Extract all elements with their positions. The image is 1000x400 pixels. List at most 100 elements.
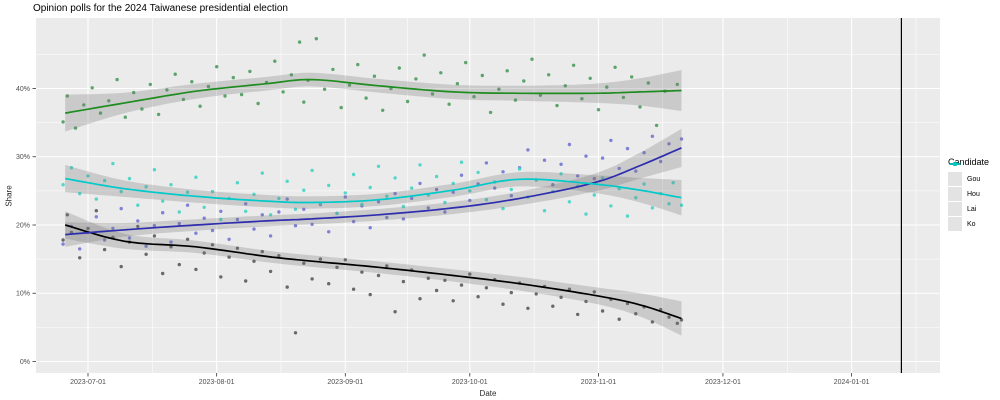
scatter-point-gou [169,245,173,249]
scatter-point-lai [206,84,211,89]
scatter-point-lai [331,67,335,72]
scatter-point-hou [136,219,140,223]
legend-entry-hou: Hou [948,162,1000,201]
scatter-point-gou [210,243,215,247]
scatter-point-lai [621,95,626,100]
scatter-point-hou [567,142,572,147]
scatter-point-lai [430,92,435,96]
scatter-point-gou [194,267,198,272]
legend-entry-ko: Ko [948,162,1000,231]
scatter-point-ko [127,176,132,181]
scatter-point-ko [194,175,198,179]
scatter-point-ko [642,182,646,186]
scatter-point-lai [65,94,70,98]
scatter-point-hou [202,216,206,220]
scatter-point-hou [185,203,190,207]
scatter-point-hou [343,195,347,199]
scatter-point-lai [215,65,219,69]
scatter-point-gou [244,279,248,283]
legend-label-lai: Lai [967,205,977,213]
scatter-point-gou [600,309,605,313]
scatter-point-hou [468,198,472,203]
scatter-point-hou [484,161,489,165]
scatter-point-hou [679,137,684,141]
scatter-point-lai [381,108,385,113]
scatter-point-hou [102,238,107,242]
scatter-point-ko [69,166,74,170]
x-tick-label: 2023-11-01 [581,379,616,386]
y-tick-label: 0% [20,359,30,366]
scatter-point-lai [223,94,227,98]
scatter-point-gou [302,261,306,265]
scatter-point-ko [443,200,447,205]
scatter-point-gou [393,310,397,314]
scatter-point-ko [102,178,107,183]
y-axis-title: Share [4,185,14,207]
scatter-point-hou [351,219,356,224]
scatter-point-lai [563,84,567,88]
scatter-point-hou [592,176,596,181]
scatter-point-ko [136,203,140,207]
scatter-point-gou [327,282,331,286]
scatter-point-lai [239,92,244,97]
scatter-point-hou [426,206,430,210]
scatter-point-ko [401,204,406,209]
scatter-point-hou [111,226,115,231]
scatter-point-ko [327,183,331,188]
scatter-point-hou [277,210,281,214]
scatter-point-gou [368,292,372,297]
scatter-point-hou [376,200,381,204]
x-tick-label: 2023-07-01 [70,379,106,386]
scatter-point-lai [513,98,518,102]
scatter-point-ko [671,181,675,185]
scatter-point-ko [559,172,563,176]
scatter-point-ko [679,203,684,207]
scatter-point-hou [285,197,289,201]
scatter-point-gou [343,258,347,262]
scatter-point-ko [385,194,389,198]
scatter-point-hou [410,196,414,201]
scatter-point-ko [567,200,572,204]
scatter-point-gou [468,272,472,276]
legend-key-gou-icon [948,162,962,186]
scatter-point-gou [675,321,679,325]
scatter-point-lai [613,65,617,70]
y-tick-label: 20% [16,222,30,229]
scatter-point-hou [385,215,389,220]
scatter-point-lai [181,97,186,102]
scatter-point-lai [372,74,377,78]
scatter-point-ko [285,179,289,183]
scatter-point-ko [310,168,314,173]
scatter-point-hou [210,228,215,233]
scatter-point-hou [459,173,464,177]
scatter-point-gou [318,257,323,261]
scatter-point-gou [592,290,596,294]
x-axis-title: Date [479,389,497,398]
scatter-point-gou [185,237,190,241]
scatter-point-ko [61,183,65,187]
scatter-point-lai [422,53,426,57]
scatter-point-lai [140,107,144,111]
scatter-point-gou [61,238,65,242]
scatter-point-lai [588,76,592,81]
scatter-point-lai [356,62,360,67]
scatter-point-ko [584,212,588,216]
scatter-point-gou [401,279,406,284]
scatter-point-ko [667,202,671,206]
scatter-point-hou [542,158,547,162]
scatter-point-ko [476,170,480,175]
scatter-point-gou [385,264,389,268]
scatter-point-lai [198,104,202,108]
scatter-point-lai [488,110,493,115]
scatter-point-hou [451,190,455,194]
scatter-point-lai [472,95,476,99]
scatter-point-lai [297,40,302,44]
scatter-point-gou [219,275,223,279]
scatter-point-lai [231,75,235,80]
scatter-point-ko [393,176,397,180]
chart-title: Opinion polls for the 2024 Taiwanese pre… [33,3,288,14]
scatter-point-ko [368,185,372,190]
scatter-point-ko [517,167,522,171]
x-tick-label: 2023-10-01 [452,379,488,386]
